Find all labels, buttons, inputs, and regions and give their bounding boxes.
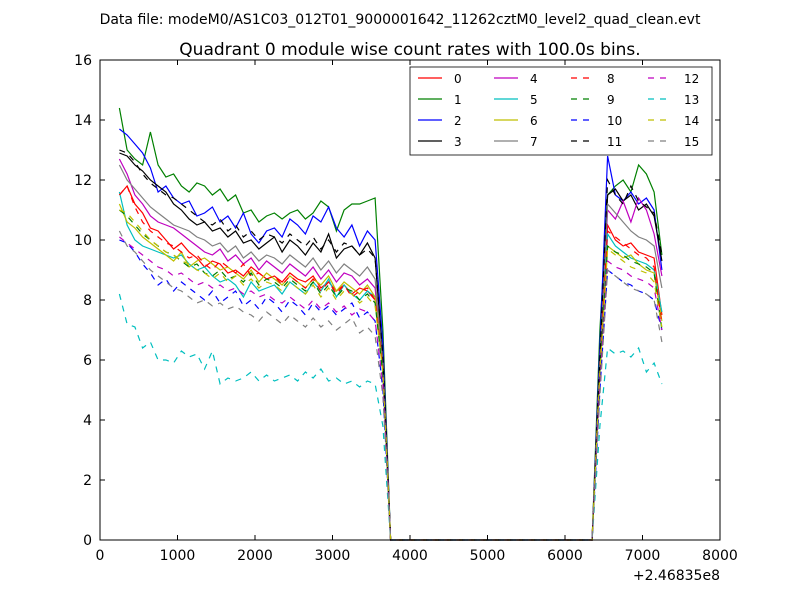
- y-tick-label: 8: [83, 293, 92, 309]
- series-line-4: [118, 158, 663, 541]
- legend-label-0: 0: [454, 72, 462, 86]
- y-tick-label: 10: [74, 233, 92, 249]
- legend-label-5: 5: [530, 93, 538, 107]
- legend-label-6: 6: [530, 114, 538, 128]
- legend-label-14: 14: [684, 114, 699, 128]
- x-tick-label: 3000: [315, 548, 351, 564]
- legend-label-4: 4: [530, 72, 538, 86]
- legend-label-15: 15: [684, 135, 699, 149]
- x-tick-label: 4000: [392, 548, 428, 564]
- series-layer: [118, 107, 663, 541]
- legend-label-1: 1: [454, 93, 462, 107]
- x-tick-label: 8000: [702, 548, 738, 564]
- legend-label-10: 10: [607, 114, 622, 128]
- legend-label-12: 12: [684, 72, 699, 86]
- legend-label-9: 9: [607, 93, 615, 107]
- ticks-layer: 0 1000 2000 3000 4000 5000 6000 7000 80000246810…: [74, 53, 738, 564]
- legend-label-2: 2: [454, 114, 462, 128]
- series-line-13: [118, 293, 663, 541]
- legend-label-3: 3: [454, 135, 462, 149]
- series-line-3: [119, 152, 663, 541]
- series-line-5: [118, 191, 663, 541]
- series-line-2: [119, 128, 663, 541]
- x-tick-label: 2000: [237, 548, 273, 564]
- series-line-15: [118, 230, 663, 541]
- x-tick-label: 5000: [470, 548, 506, 564]
- y-tick-label: 6: [83, 353, 92, 369]
- series-line-10: [119, 239, 663, 541]
- y-tick-label: 2: [83, 473, 92, 489]
- x-tick-label: 6000: [547, 548, 583, 564]
- chart-title: Quadrant 0 module wise count rates with …: [179, 40, 640, 60]
- series-line-12: [119, 236, 663, 541]
- y-tick-label: 16: [74, 53, 92, 69]
- x-tick-label: 7000: [625, 548, 661, 564]
- series-line-7: [118, 164, 663, 541]
- x-offset-text: +2.46835e8: [633, 568, 720, 584]
- series-line-8: [118, 184, 663, 541]
- y-tick-label: 0: [83, 533, 92, 549]
- x-tick-label: 0: [96, 548, 105, 564]
- y-tick-label: 12: [74, 173, 92, 189]
- legend-label-13: 13: [684, 93, 699, 107]
- y-tick-label: 4: [83, 413, 92, 429]
- legend-label-8: 8: [607, 72, 615, 86]
- legend-label-7: 7: [530, 135, 538, 149]
- x-tick-label: 1000: [160, 548, 196, 564]
- suptitle: Data file: modeM0/AS1C03_012T01_90000016…: [100, 12, 701, 28]
- series-line-6: [118, 203, 663, 541]
- legend-frame: [409, 66, 713, 156]
- legend-label-11: 11: [607, 135, 622, 149]
- series-line-11: [119, 149, 663, 541]
- plot-area: 0 1000 2000 3000 4000 5000 6000 7000 80000246810…: [74, 53, 738, 564]
- series-line-1: [118, 107, 663, 541]
- y-tick-label: 14: [74, 113, 92, 129]
